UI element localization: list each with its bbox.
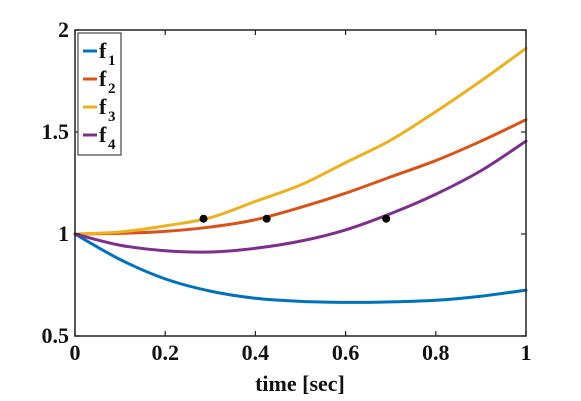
y-tick-label: 0.5 xyxy=(42,323,70,348)
x-tick-label: 1 xyxy=(521,340,532,365)
legend-label-subscript: 3 xyxy=(108,109,116,125)
marker-layer xyxy=(199,214,391,223)
x-tick-label: 0.2 xyxy=(151,340,179,365)
y-tick-label: 1 xyxy=(58,221,69,246)
x-tick-label: 0 xyxy=(70,340,81,365)
legend-label: f xyxy=(99,66,107,91)
series-line-f1 xyxy=(73,232,528,304)
legend-label: f xyxy=(99,94,107,119)
legend-label-subscript: 2 xyxy=(108,81,116,97)
legend-label-subscript: 1 xyxy=(108,53,116,69)
series-line-f3 xyxy=(73,46,528,236)
marker-point-2 xyxy=(262,214,271,223)
plot-area xyxy=(75,30,526,336)
x-tick-label: 0.8 xyxy=(422,340,450,365)
legend-label: f xyxy=(99,122,107,147)
legend-label: f xyxy=(99,38,107,63)
y-ticks: 0.5 1 1.5 2 xyxy=(42,17,526,348)
marker-point-1 xyxy=(199,214,208,223)
x-tick-label: 0.6 xyxy=(332,340,360,365)
marker-point-3 xyxy=(382,214,391,223)
series-line-f2 xyxy=(73,118,528,236)
y-tick-label: 2 xyxy=(58,17,69,42)
x-ticks: 0 0.2 0.4 0.6 0.8 1 xyxy=(70,30,532,365)
y-tick-label: 1.5 xyxy=(42,119,70,144)
series-layer xyxy=(73,46,528,304)
series-line-f4 xyxy=(73,139,528,254)
axes-box xyxy=(74,29,527,337)
x-tick-label: 0.4 xyxy=(242,340,270,365)
legend-label-subscript: 4 xyxy=(108,137,116,153)
legend: f 1f 2f 3f 4 xyxy=(77,32,122,156)
x-axis-title: time [sec] xyxy=(255,371,345,396)
